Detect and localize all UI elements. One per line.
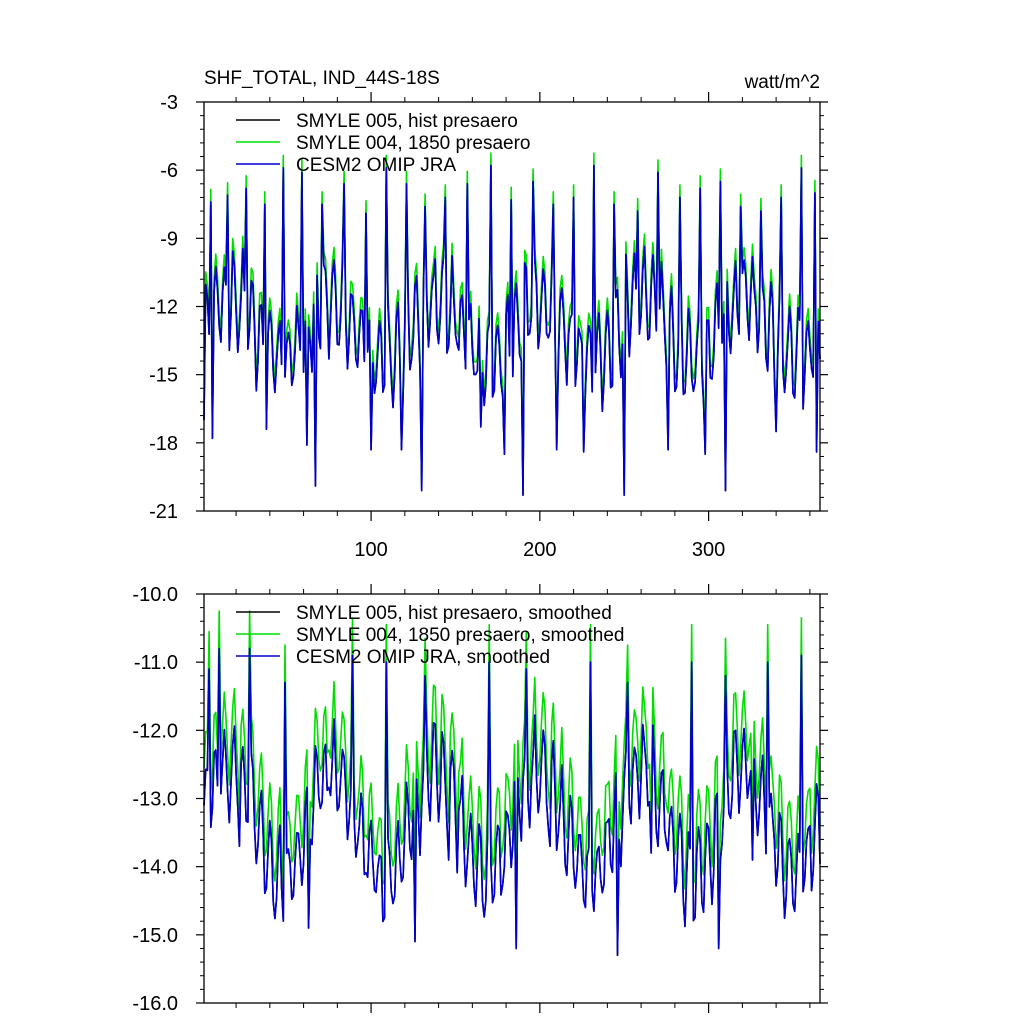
y-tick-label: -13.0	[132, 789, 178, 811]
top-series-group	[203, 152, 821, 496]
legend-label-1: SMYLE 004, 1850 presaero, smoothed	[296, 625, 624, 646]
y-tick-label: -18	[149, 433, 178, 455]
bottom-legend: SMYLE 005, hist presaero, smoothedSMYLE …	[236, 603, 624, 668]
y-tick-label: -6	[160, 160, 178, 182]
series-line-2	[203, 647, 821, 957]
y-tick-label: -12.0	[132, 720, 178, 742]
legend-label-1: SMYLE 004, 1850 presaero	[296, 133, 531, 154]
top-axes: -21 -18 -15 -12 -9 -6 -3 100 200 300	[149, 92, 828, 561]
bottom-plot-frame	[203, 593, 821, 1004]
legend-label-0: SMYLE 005, hist presaero	[296, 111, 518, 132]
y-tick-label: -14.0	[132, 857, 178, 879]
legend-label-2: CESM2 OMIP JRA	[296, 155, 456, 176]
bottom-panel: -16.0 -15.0 -14.0 -13.0 -12.0 -11.0 -10.0 SMYL…	[132, 584, 828, 1015]
y-tick-label: -21	[149, 501, 178, 523]
x-tick-label: 300	[692, 539, 725, 561]
x-tick-label: 100	[354, 539, 387, 561]
x-tick-label: 200	[523, 539, 556, 561]
bottom-axes: -16.0 -15.0 -14.0 -13.0 -12.0 -11.0 -10.0	[132, 584, 828, 1015]
top-chart-units: watt/m^2	[744, 72, 820, 93]
y-tick-label: -12	[149, 297, 178, 319]
y-tick-label: -3	[160, 92, 178, 114]
y-tick-label: -10.0	[132, 584, 178, 606]
legend-label-0: SMYLE 005, hist presaero, smoothed	[296, 603, 612, 624]
bottom-series-group	[203, 610, 821, 957]
top-plot-frame	[203, 101, 821, 512]
series-line-1	[203, 610, 821, 919]
y-tick-label: -15	[149, 365, 178, 387]
y-tick-label: -15.0	[132, 925, 178, 947]
series-line-2	[203, 164, 821, 496]
y-tick-label: -9	[160, 228, 178, 250]
legend-label-2: CESM2 OMIP JRA, smoothed	[296, 647, 550, 668]
y-tick-label: -11.0	[134, 652, 178, 674]
top-chart-title: SHF_TOTAL, IND_44S-18S	[204, 68, 440, 89]
top-panel: SHF_TOTAL, IND_44S-18S watt/m^2 -21 -18 -1…	[149, 68, 828, 561]
y-tick-label: -16.0	[132, 993, 178, 1015]
